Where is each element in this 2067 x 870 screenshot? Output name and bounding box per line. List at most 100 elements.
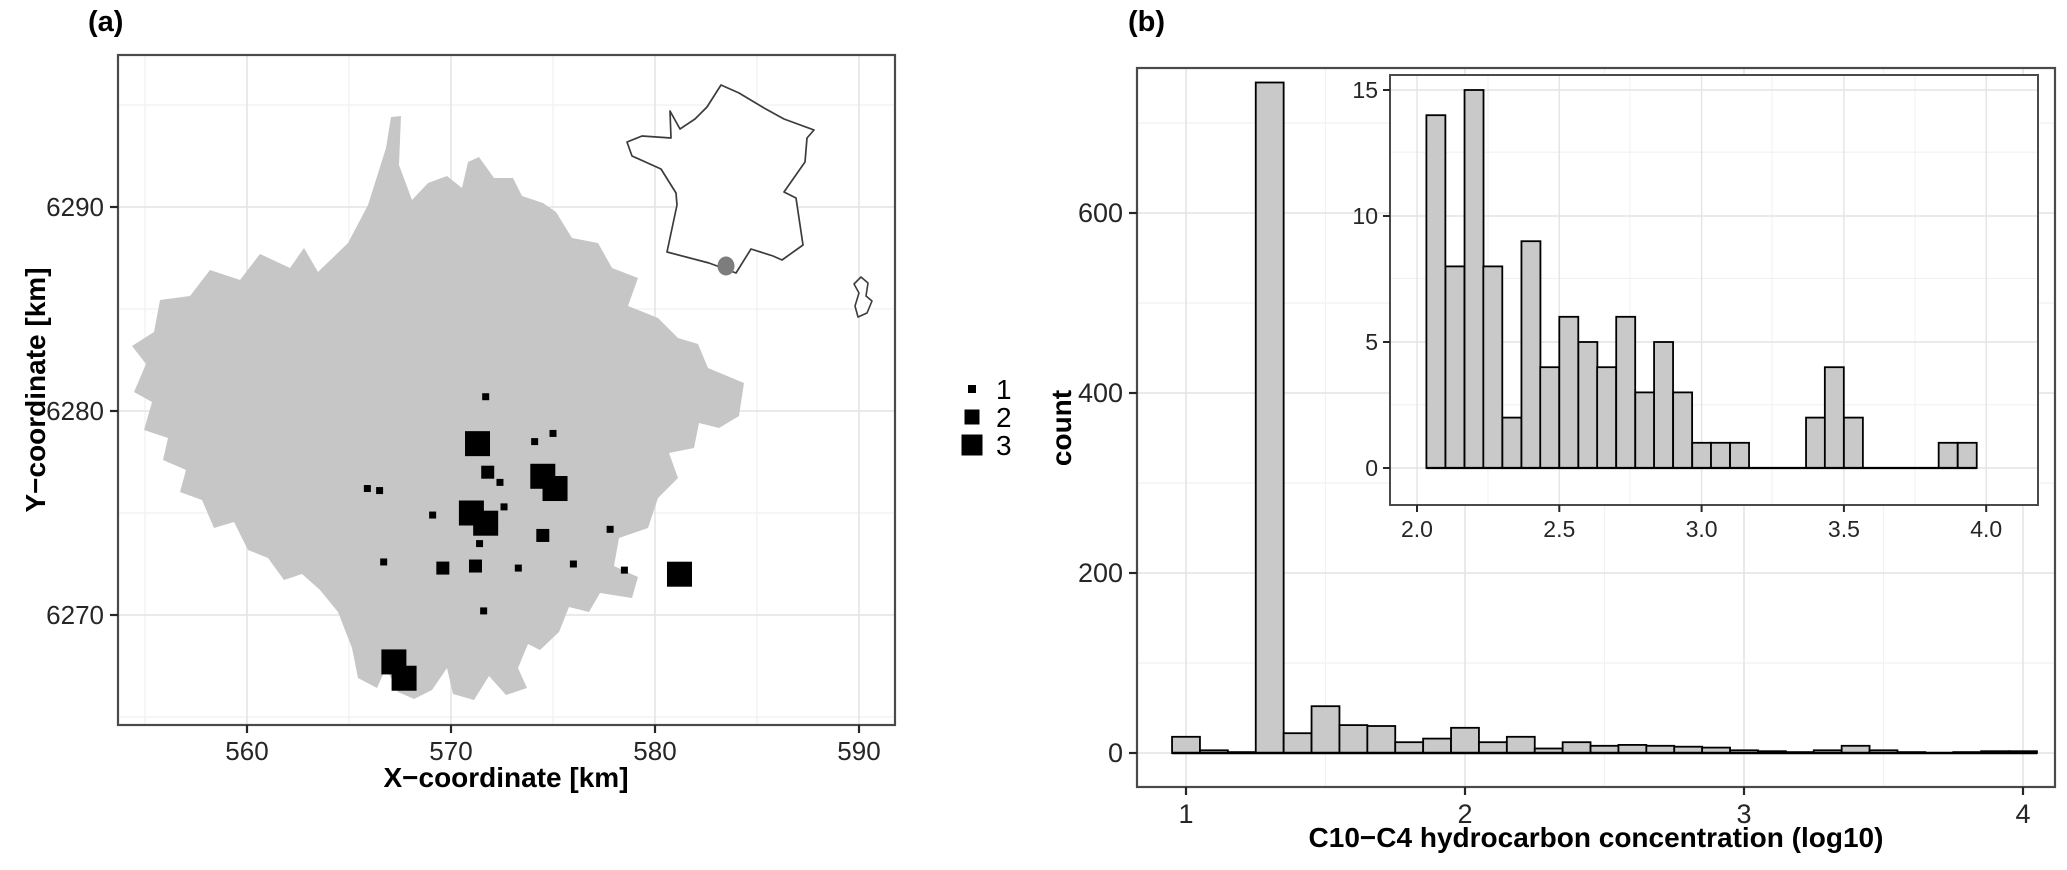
inset-x-tick-label: 4.0: [1970, 516, 2002, 542]
y-tick-label: 200: [1078, 558, 1123, 588]
x-tick-label: 2: [1457, 799, 1472, 829]
panel-a-border: [116, 53, 897, 727]
inset-histogram: 2.0 2.5 3.0 3.5 4.0 0 5 10 15: [1352, 74, 2039, 542]
y-tick-label: 6280: [46, 396, 104, 426]
inset-y-tick-label: 15: [1352, 77, 1378, 103]
panel-a-x-axis-title: X−coordinate [km]: [383, 762, 629, 793]
site-marker-size-2: [481, 465, 495, 479]
panel-b-y-axis-title: count: [1046, 389, 1077, 467]
histogram-bar: [1254, 81, 1285, 754]
legend-label: 3: [996, 430, 1012, 461]
site-marker-size-2: [436, 561, 450, 575]
x-tick-label: 560: [225, 736, 268, 766]
site-marker-size-1: [514, 564, 522, 572]
legend-key-square: [968, 385, 976, 393]
site-marker-size-3: [465, 431, 491, 457]
inset-histogram-bar: [1653, 341, 1674, 469]
site-marker-size-1: [606, 525, 614, 533]
panel-a-tag: (a): [88, 6, 124, 38]
histogram-bar: [1422, 737, 1452, 754]
site-marker-size-1: [500, 503, 508, 511]
y-tick-label: 6270: [46, 600, 104, 630]
legend-key-square: [964, 409, 980, 425]
panel-b-tag: (b): [1128, 6, 1166, 38]
histogram-bar: [1366, 725, 1397, 754]
inset-border: [1389, 74, 2039, 506]
inset-histogram-bar: [1956, 441, 1978, 469]
size-legend: 123: [961, 374, 1012, 461]
legend-label: 2: [996, 402, 1012, 433]
panel-b-axes: 1 2 3 4 0 200 400 600: [1078, 198, 2031, 829]
inset-axes: 2.0 2.5 3.0 3.5 4.0 0 5 10 15: [1352, 77, 2002, 542]
site-marker-size-3: [473, 510, 499, 536]
site-marker-size-1: [480, 607, 488, 615]
histogram-bar: [1171, 735, 1201, 754]
inset-histogram-bar: [1596, 366, 1618, 469]
inset-histogram-bar: [1729, 441, 1750, 469]
study-area-region: [132, 116, 744, 700]
panel-b-plot: 2.0 2.5 3.0 3.5 4.0 0 5 10 15 1 2 3 4 0 200 400 600: [1078, 66, 2057, 829]
x-tick-label: 590: [837, 736, 880, 766]
histogram-bar: [1505, 735, 1536, 754]
inset-histogram-bar: [1520, 240, 1542, 469]
site-marker-size-1: [363, 485, 371, 493]
x-tick-label: 3: [1736, 799, 1751, 829]
inset-histogram-bar: [1444, 265, 1466, 469]
inset-histogram-bar: [1634, 391, 1656, 469]
inset-histogram-bar: [1805, 416, 1826, 469]
inset-histogram-bar: [1501, 416, 1523, 469]
inset-histogram-bars: [1425, 89, 1978, 470]
histogram-main-bars: [1171, 81, 2038, 755]
inset-y-tick-label: 0: [1365, 455, 1378, 481]
panel-b-x-axis-title: C10−C4 hydrocarbon concentration (log10): [1308, 822, 1884, 853]
inset-histogram-bar: [1691, 441, 1713, 469]
panel-b-border: [1135, 66, 2057, 789]
x-tick-label: 4: [2015, 799, 2030, 829]
histogram-bar: [1561, 741, 1592, 754]
site-marker-size-2: [468, 559, 482, 573]
site-marker-size-1: [620, 566, 628, 574]
site-markers: [363, 393, 692, 691]
histogram-bar: [1478, 741, 1508, 754]
x-tick-label: 580: [633, 736, 676, 766]
study-area-map: [132, 116, 744, 700]
panel-a-axes: 560 570 580 590 6290 6280 6270: [46, 192, 881, 766]
site-marker-size-1: [496, 478, 504, 486]
site-marker-size-1: [476, 540, 484, 548]
inset-histogram-bar: [1558, 315, 1580, 469]
corsica-outline: [853, 276, 873, 318]
x-tick-label: 570: [429, 736, 472, 766]
inset-x-tick-label: 2.5: [1543, 516, 1575, 542]
inset-histogram-bar: [1843, 416, 1864, 469]
site-marker-size-3: [542, 476, 568, 502]
inset-y-tick-label: 10: [1352, 203, 1378, 229]
panel-a-y-axis-title: Y−coordinate [km]: [20, 267, 51, 513]
inset-histogram-bar: [1539, 366, 1561, 469]
histogram-bar: [1310, 705, 1341, 754]
site-marker-size-2: [536, 528, 550, 542]
site-marker-size-1: [482, 393, 490, 401]
y-tick-label: 600: [1078, 198, 1123, 228]
inset-x-tick-label: 3.0: [1686, 516, 1718, 542]
x-tick-label: 1: [1178, 799, 1193, 829]
site-marker-size-3: [666, 561, 692, 587]
site-marker-size-1: [376, 487, 384, 495]
inset-histogram-bar: [1823, 366, 1845, 469]
inset-histogram-bar: [1710, 441, 1731, 469]
y-tick-label: 0: [1108, 738, 1123, 768]
inset-histogram-bar: [1463, 89, 1485, 469]
inset-histogram-bar: [1937, 441, 1959, 469]
france-locator-map: [626, 84, 873, 318]
inset-histogram-bar: [1482, 265, 1504, 469]
site-marker-size-1: [429, 511, 437, 519]
inset-histogram-bar: [1615, 315, 1637, 469]
inset-x-tick-label: 2.0: [1401, 516, 1433, 542]
site-marker-size-3: [391, 665, 417, 691]
study-site-dot: [717, 256, 735, 276]
site-marker-size-1: [549, 429, 557, 437]
histogram-bar: [1282, 732, 1313, 754]
inset-x-tick-label: 3.5: [1828, 516, 1860, 542]
site-marker-size-1: [531, 438, 539, 446]
